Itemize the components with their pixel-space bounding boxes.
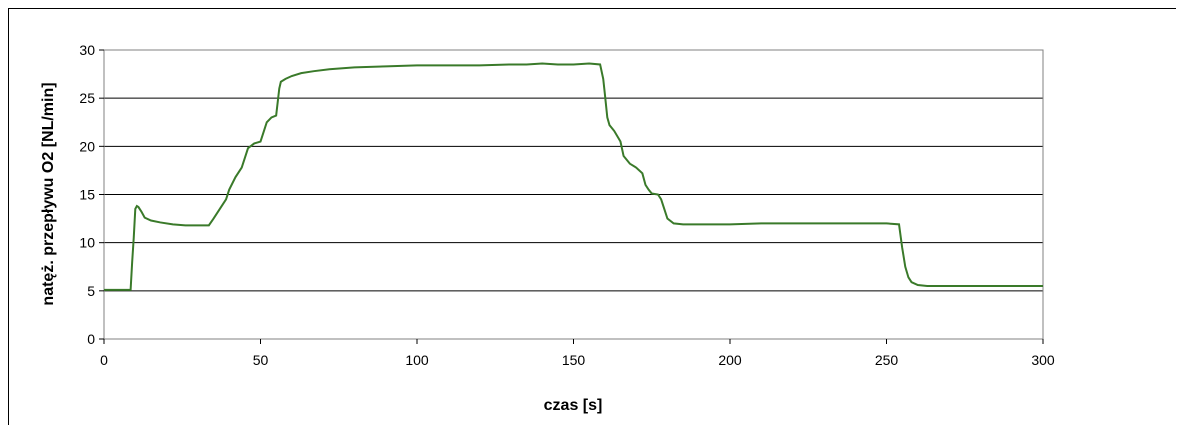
y-axis-ticks: 0 5 10 15 20 25 30 — [79, 42, 104, 347]
series-line — [104, 62, 1043, 291]
chart-frame — [8, 8, 1176, 425]
y-tick-label: 25 — [79, 90, 95, 106]
x-tick-label: 0 — [100, 352, 108, 368]
x-axis-title: czas [s] — [544, 397, 603, 414]
y-tick-label: 20 — [79, 138, 95, 154]
y-tick-label: 15 — [79, 187, 95, 203]
x-tick-label: 50 — [253, 352, 269, 368]
grid-lines — [104, 97, 1043, 292]
y-tick-label: 0 — [87, 331, 95, 347]
y-tick-label: 10 — [79, 235, 95, 251]
x-tick-label: 100 — [405, 352, 429, 368]
y-tick-label: 30 — [79, 42, 95, 58]
y-axis-title: natęż. przepływu O2 [NL/min] — [40, 82, 57, 305]
x-tick-label: 250 — [875, 352, 899, 368]
y-tick-label: 5 — [87, 283, 95, 299]
x-tick-label: 200 — [718, 352, 742, 368]
x-tick-label: 150 — [562, 352, 586, 368]
x-tick-label: 300 — [1031, 352, 1055, 368]
x-axis-ticks: 0 50 100 150 200 250 300 — [100, 339, 1055, 368]
